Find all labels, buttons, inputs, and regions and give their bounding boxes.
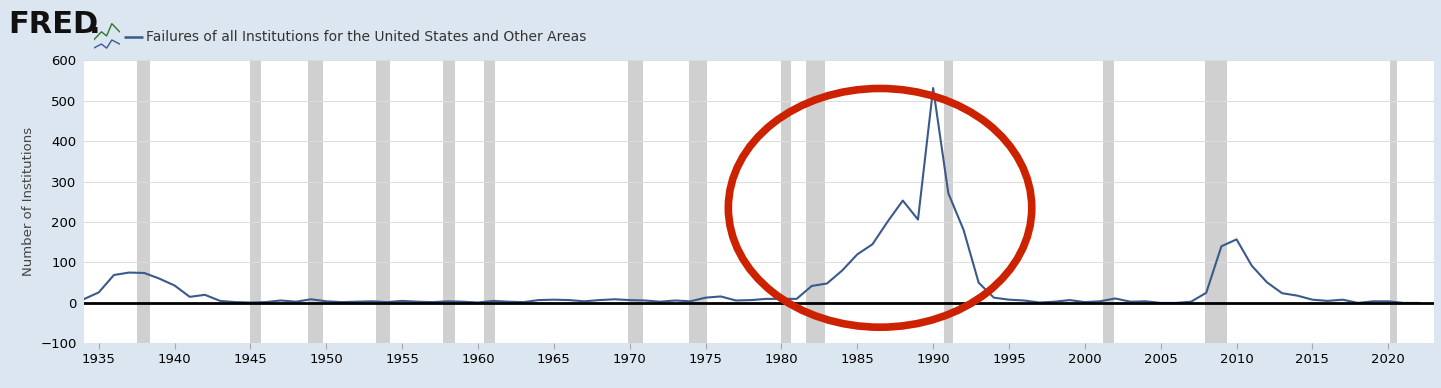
Y-axis label: Number of Institutions: Number of Institutions xyxy=(22,127,35,276)
Text: FRED: FRED xyxy=(9,10,99,39)
Bar xyxy=(944,60,953,343)
Bar xyxy=(1389,60,1398,343)
Bar xyxy=(444,60,455,343)
Bar xyxy=(1102,60,1114,343)
Bar xyxy=(376,60,391,343)
Bar xyxy=(806,60,826,343)
Bar xyxy=(781,60,791,343)
Bar xyxy=(689,60,708,343)
Bar xyxy=(628,60,643,343)
Text: Failures of all Institutions for the United States and Other Areas: Failures of all Institutions for the Uni… xyxy=(146,30,586,44)
Text: .: . xyxy=(89,10,101,39)
Bar xyxy=(1205,60,1228,343)
Bar xyxy=(484,60,494,343)
Bar xyxy=(251,60,261,343)
Bar xyxy=(137,60,150,343)
Bar xyxy=(308,60,323,343)
